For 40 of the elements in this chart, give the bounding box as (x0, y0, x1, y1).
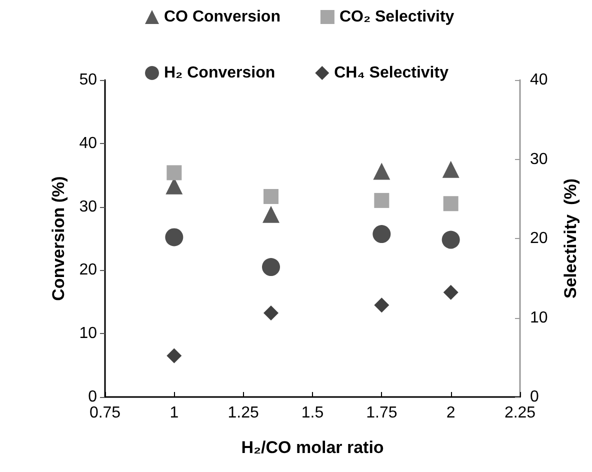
legend-label: CO₂ Selectivity (339, 8, 454, 26)
y2-tick-label: 40 (530, 72, 548, 88)
x-tick-label: 1.25 (228, 404, 260, 422)
point (165, 228, 184, 246)
point (262, 258, 280, 276)
point (374, 192, 390, 208)
y2-tick-label: 30 (530, 150, 548, 168)
x-tick-label: 1 (170, 404, 179, 422)
point (373, 162, 390, 180)
y-tick-label: 40 (79, 134, 98, 152)
point (443, 196, 458, 212)
point (166, 348, 182, 364)
y-axis-title: Conversion (%) (49, 176, 68, 301)
y-tick-label: 50 (79, 72, 98, 88)
y-tick-label: 0 (88, 388, 98, 406)
x-tick-label: 0.75 (89, 404, 121, 422)
point (166, 165, 182, 180)
x-tick-label: 1.75 (366, 404, 398, 422)
legend-label: CO Conversion (164, 8, 280, 26)
legend-label: CH₄ Selectivity (334, 64, 449, 82)
point (262, 206, 280, 223)
x-axis-title: H₂/CO molar ratio (241, 438, 384, 457)
y2-tick-label: 10 (530, 309, 548, 326)
point (442, 160, 460, 178)
point (442, 230, 460, 249)
point (374, 298, 390, 313)
y2-tick-label: 0 (530, 388, 539, 406)
y2-axis-title: Selectivity (%) (561, 178, 580, 298)
point (443, 284, 458, 300)
y-tick-label: 20 (79, 262, 98, 279)
y2-tick-label: 20 (530, 230, 548, 247)
y-tick-label: 30 (79, 198, 98, 216)
legend-label: H₂ Conversion (164, 64, 276, 82)
x-tick-label: 1.5 (301, 404, 324, 422)
point (372, 225, 391, 244)
x-tick-label: 2 (446, 404, 456, 422)
point (264, 188, 278, 204)
y-tick-label: 10 (79, 325, 98, 342)
point (264, 305, 278, 320)
x-tick-label: 2.25 (504, 404, 536, 422)
